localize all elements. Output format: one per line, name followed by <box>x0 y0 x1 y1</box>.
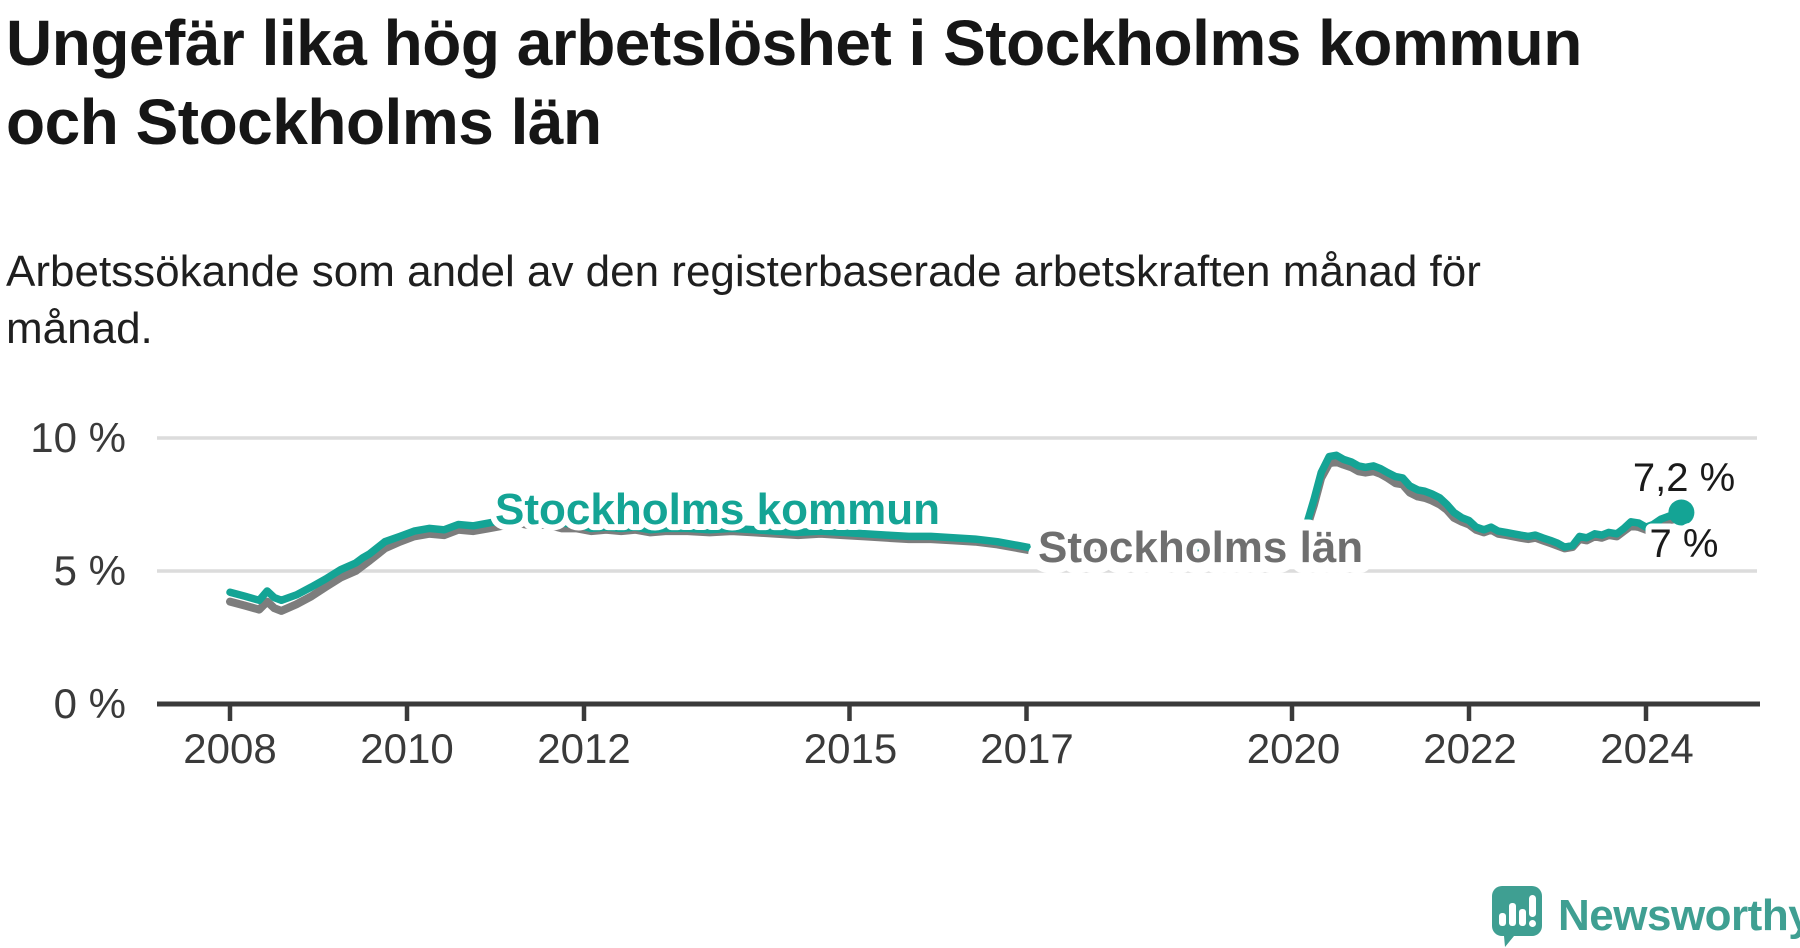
x-tick-label-2010: 2010 <box>360 725 453 772</box>
y-tick-label-10: 10 % <box>30 414 126 461</box>
y-tick-label-0: 0 % <box>54 680 126 727</box>
x-tick-label-2017: 2017 <box>980 725 1073 772</box>
logo-bar-3 <box>1519 909 1526 926</box>
end-value-label-kommun: 7,2 % <box>1633 456 1735 500</box>
y-tick-label-5: 5 % <box>54 547 126 594</box>
plot-layer <box>157 436 1760 721</box>
x-tick-label-2022: 2022 <box>1423 725 1516 772</box>
end-value-label-lan: 7 % <box>1650 522 1719 566</box>
x-tick-label-2024: 2024 <box>1600 725 1693 772</box>
x-tick-label-2008: 2008 <box>183 725 276 772</box>
series-label-stockholms-lan: Stockholms län <box>1038 523 1363 572</box>
x-tick-label-2012: 2012 <box>537 725 630 772</box>
series-label-stockholms-kommun: Stockholms kommun <box>495 485 940 534</box>
logo-bar-1 <box>1499 913 1506 926</box>
newsworthy-logo-icon <box>1492 886 1542 947</box>
logo-exclamation-dot <box>1529 920 1536 927</box>
x-tick-label-2015: 2015 <box>804 725 897 772</box>
x-tick-label-2020: 2020 <box>1247 725 1340 772</box>
logo-bar-2 <box>1509 903 1516 926</box>
chart-subtitle: Arbetssökande som andel av den registerb… <box>6 247 1481 353</box>
chart-title: Ungefär lika hög arbetslöshet i Stockhol… <box>6 7 1582 158</box>
newsworthy-branding: Newsworthy <box>1488 884 1800 948</box>
logo-exclamation-bar <box>1529 895 1536 917</box>
unemployment-line-stockholms-kommun <box>226 451 1686 605</box>
latest-value-dot <box>1668 499 1695 526</box>
line-chart: 10 % 5 % 0 % 2008 2010 2012 2015 2017 20… <box>30 414 1760 772</box>
newsworthy-wordmark: Newsworthy <box>1558 891 1800 940</box>
